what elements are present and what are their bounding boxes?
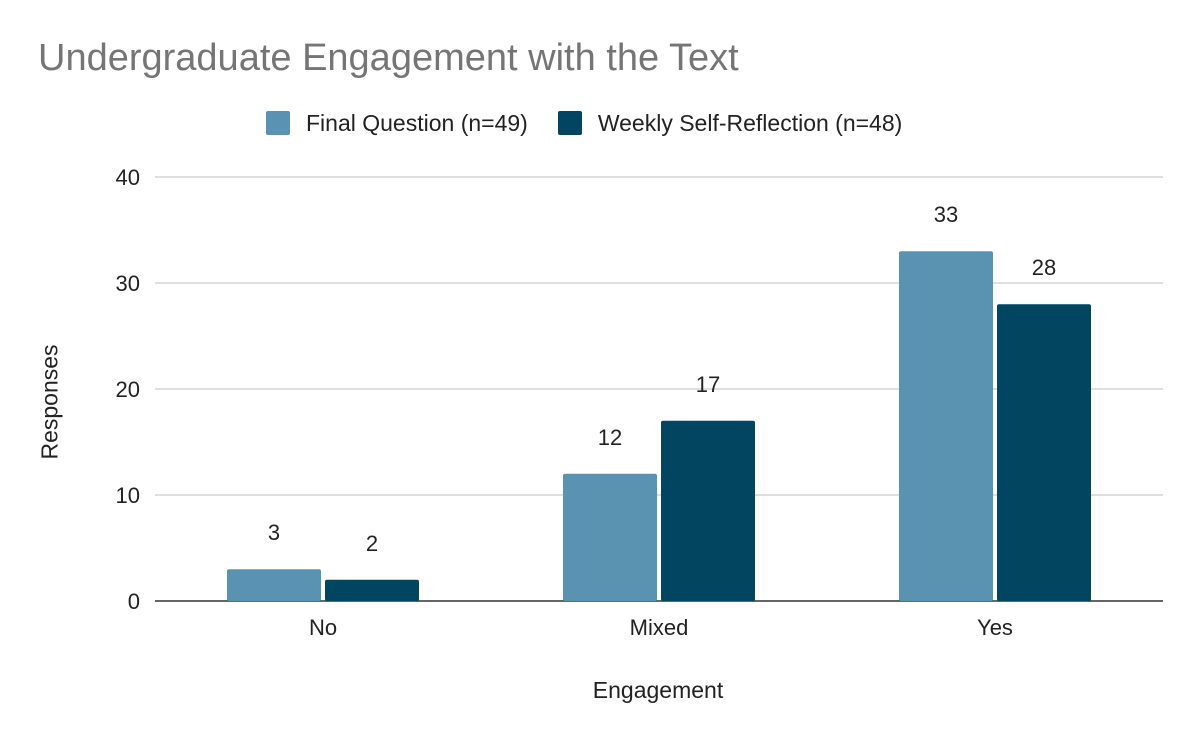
y-tick-label: 20: [116, 377, 140, 402]
legend-label-final-question: Final Question (n=49): [306, 109, 528, 136]
data-label: 12: [598, 425, 622, 450]
x-tick-label: No: [309, 615, 337, 640]
x-axis-title: Engagement: [592, 677, 724, 703]
bar: [661, 420, 755, 601]
x-tick-label: Mixed: [630, 615, 689, 640]
legend-swatch-weekly-self-reflection: [557, 111, 582, 135]
legend-item-final-question: Final Question (n=49): [266, 111, 528, 135]
bar: [563, 473, 657, 601]
data-label: 17: [696, 372, 720, 397]
legend-item-weekly-self-reflection: Weekly Self-Reflection (n=48): [557, 109, 903, 136]
y-tick-label: 10: [116, 483, 140, 508]
legend-label-weekly-self-reflection: Weekly Self-Reflection (n=48): [597, 109, 903, 136]
y-axis-title: Responses: [36, 344, 63, 460]
x-tick-label: Yes: [977, 615, 1013, 640]
data-label: 2: [366, 531, 378, 556]
data-label: 3: [268, 520, 280, 545]
bar: [997, 304, 1091, 601]
y-tick-label: 30: [116, 271, 140, 296]
bar: [227, 569, 321, 601]
bar: [325, 579, 419, 601]
chart-title: Undergraduate Engagement with the Text: [38, 37, 739, 79]
data-label: 28: [1032, 255, 1056, 280]
bar: [899, 251, 993, 601]
legend: Final Question (n=49) Weekly Self-Reflec…: [266, 111, 902, 135]
legend-swatch-final-question: [266, 111, 290, 135]
y-tick-label: 0: [128, 589, 140, 614]
data-label: 33: [934, 202, 958, 227]
y-tick-label: 40: [116, 165, 140, 190]
